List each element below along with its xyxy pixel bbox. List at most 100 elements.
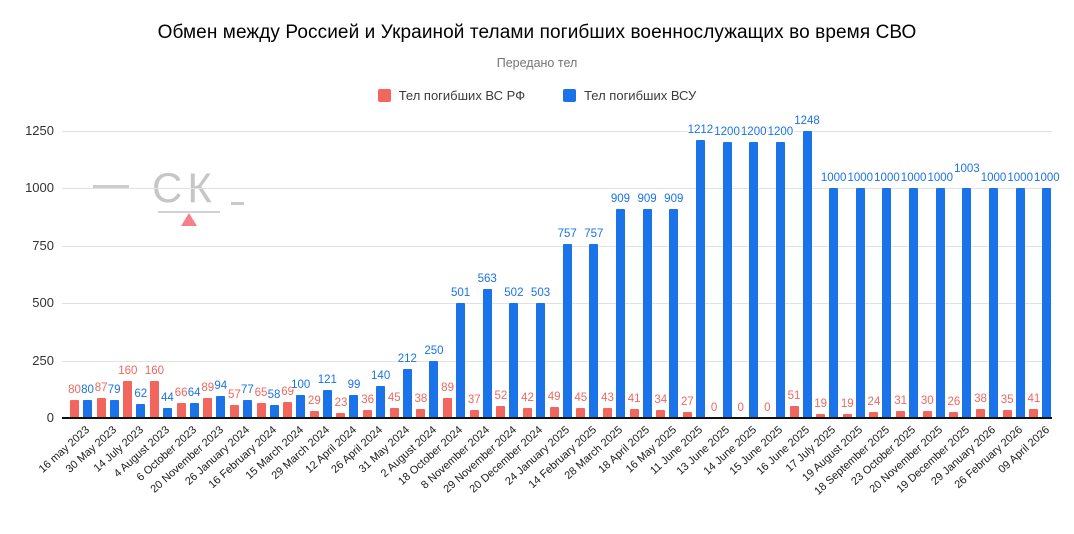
bar-vsu [882,188,892,418]
bar-vsu [615,209,625,418]
value-label-rf: 69 [281,386,295,399]
value-label-vsu: 44 [161,391,174,404]
watermark-small-dash-icon [231,202,244,205]
value-label-rf: 45 [387,391,401,404]
value-label-vsu: 909 [664,193,684,206]
bar-rf [602,408,612,418]
bar-vsu [722,142,732,418]
bar-rf [496,406,506,418]
watermark-dash-icon [93,185,129,189]
bar-vsu [562,244,572,418]
value-label-vsu: 1000 [980,172,1007,185]
bar-vsu [855,188,865,418]
bar-vsu [642,209,652,418]
value-label-rf: 160 [118,365,138,378]
bar-vsu [775,142,785,418]
value-label-rf: 19 [814,397,828,410]
value-label-rf: 66 [174,386,188,399]
legend-item-vsu: Тел погибших ВСУ [563,88,696,103]
bar-rf [336,412,346,418]
value-label-vsu: 1000 [847,172,874,185]
bar-vsu [296,395,306,418]
value-label-rf: 30 [920,395,934,408]
bar-rf [816,413,826,418]
bar-rf [229,404,239,418]
bar-rf [176,402,186,418]
value-label-vsu: 1200 [740,126,767,139]
value-label-vsu: 80 [81,383,94,396]
bar-rf [789,406,799,418]
bar-vsu [83,399,92,418]
value-label-rf: 34 [654,394,668,407]
value-label-vsu: 1000 [874,172,900,185]
bar-rf [309,411,319,418]
bar-vsu [429,360,439,418]
value-label-rf: 0 [710,402,718,414]
gridline [62,245,1052,247]
bar-rf [976,409,986,418]
bar-rf [96,398,106,418]
value-label-rf: 57 [227,388,241,401]
value-label-rf: 38 [414,393,428,406]
value-label-vsu: 94 [214,380,228,393]
value-label-vsu: 1000 [820,172,847,185]
value-label-vsu: 1000 [1007,172,1033,185]
value-label-rf: 52 [494,390,508,403]
value-label-vsu: 503 [530,286,551,299]
legend-label-rf: Тел погибших ВС РФ [398,88,526,103]
bar-rf [922,411,932,418]
value-label-vsu: 100 [291,379,311,392]
legend: Тел погибших ВС РФ Тел погибших ВСУ [0,88,1074,103]
bar-vsu [189,403,199,418]
y-axis-tick-label: 1250 [25,123,54,138]
bar-vsu [536,302,546,418]
bar-rf [1029,408,1039,418]
bar-vsu [509,302,519,418]
value-label-rf: 31 [894,394,907,407]
value-label-vsu: 121 [317,374,337,387]
value-label-vsu: 1000 [927,172,954,185]
gridline [62,303,1052,305]
gridline [62,188,1052,190]
value-label-vsu: 77 [240,384,254,397]
bar-rf [123,381,133,418]
bar-rf [443,397,453,418]
value-label-vsu: 909 [610,193,631,206]
value-label-rf: 23 [334,396,348,409]
value-label-rf: 26 [947,396,961,409]
bar-rf [416,409,426,418]
value-label-vsu: 1003 [954,162,980,175]
bar-vsu [376,385,386,418]
bar-vsu [589,244,599,418]
value-label-rf: 0 [764,402,771,414]
value-label-rf: 65 [254,387,268,400]
legend-label-vsu: Тел погибших ВСУ [584,88,697,103]
value-label-rf: 35 [1000,393,1014,406]
watermark-triangle-icon [181,213,197,226]
bar-vsu [1015,188,1025,418]
bar-rf [656,410,666,418]
value-label-vsu: 250 [424,344,444,357]
bar-vsu [162,407,172,418]
value-label-vsu: 563 [477,272,497,285]
bar-vsu [829,188,839,418]
bar-vsu [269,404,279,418]
bar-rf [949,412,959,418]
y-axis-tick-label: 1000 [25,180,54,196]
bar-rf [283,402,293,418]
bar-vsu [935,188,945,418]
value-label-rf: 89 [441,381,454,394]
bar-rf [549,406,559,418]
bar-vsu [322,390,332,418]
value-label-vsu: 757 [584,228,604,241]
bar-vsu [749,142,759,418]
bar-rf [256,403,266,418]
value-label-rf: 0 [737,402,744,414]
value-label-rf: 89 [201,381,215,394]
value-label-vsu: 501 [450,286,471,299]
value-label-vsu: 212 [397,353,417,366]
bar-vsu [989,188,999,418]
bar-vsu [669,209,679,418]
value-label-rf: 41 [1027,392,1041,405]
